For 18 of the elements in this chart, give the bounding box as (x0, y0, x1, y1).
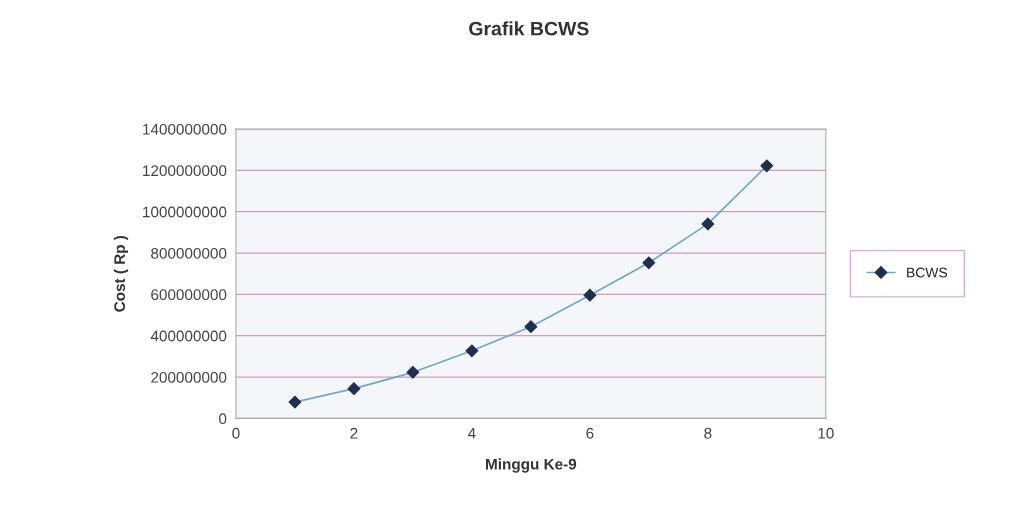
x-tick-label: 4 (467, 428, 476, 439)
x-tick-label: 0 (232, 427, 240, 439)
y-tick-label: 800000000 (151, 247, 227, 259)
legend-label: BCWS (907, 267, 948, 278)
y-tick-label: 400000000 (150, 330, 227, 342)
y-tick-label: 1400000000 (143, 123, 227, 135)
x-tick-label: 2 (350, 427, 358, 439)
y-tick-label: 1000000000 (143, 206, 227, 218)
x-tick-label: 6 (586, 427, 594, 439)
y-axis-title: Cost ( Rp ) (113, 235, 129, 312)
y-tick-label: 0 (219, 413, 227, 425)
chart-title: Grafik BCWS (469, 21, 589, 36)
x-tick-label: 10 (818, 427, 834, 439)
y-tick-label: 600000000 (151, 289, 227, 301)
y-tick-label: 200000000 (151, 371, 227, 383)
x-tick-label: 8 (704, 427, 712, 439)
x-axis-title: Minggu Ke-9 (486, 458, 577, 473)
y-tick-label: 1200000000 (143, 165, 227, 177)
